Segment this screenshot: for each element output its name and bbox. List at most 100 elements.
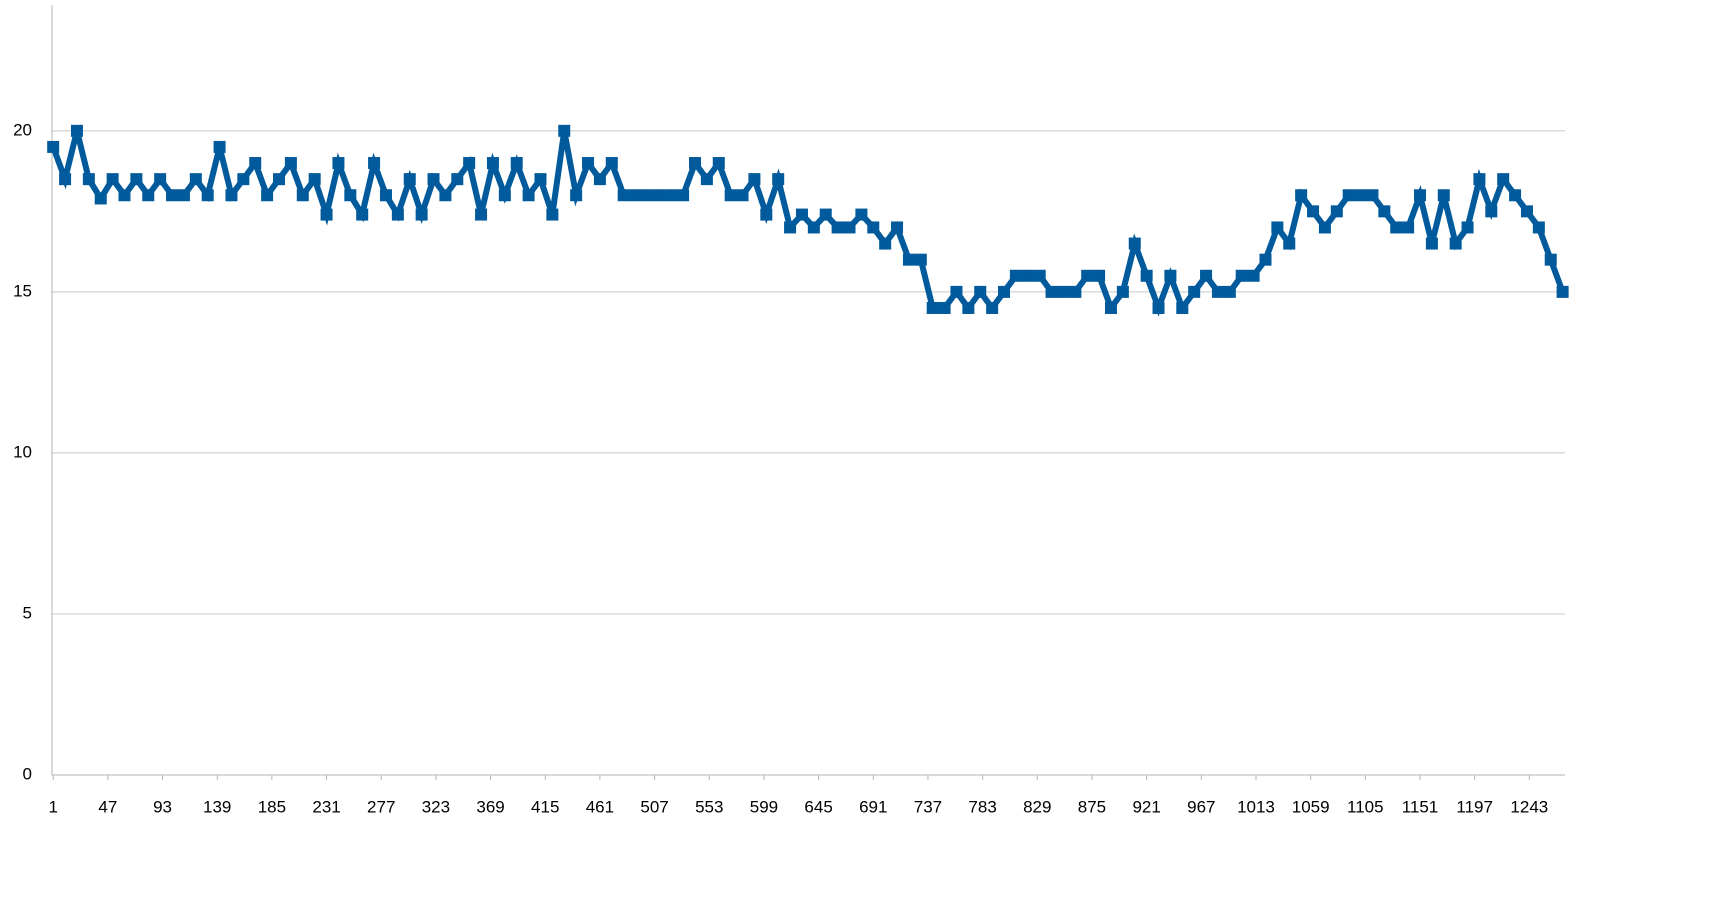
data-point [154, 173, 167, 186]
data-point [1402, 221, 1415, 234]
data-point [677, 189, 690, 202]
x-tick-label: 1013 [1237, 797, 1275, 816]
data-point [1021, 269, 1034, 282]
y-tick-label: 10 [13, 442, 32, 461]
data-point [902, 253, 915, 266]
data-point [1342, 189, 1355, 202]
data-point [855, 208, 868, 221]
data-point [177, 189, 190, 202]
data-point [356, 208, 369, 221]
data-point [593, 173, 606, 186]
x-tick-label: 461 [586, 797, 614, 816]
x-tick-label: 415 [531, 797, 559, 816]
x-tick-label: 645 [804, 797, 832, 816]
data-point [1140, 269, 1153, 282]
data-point [1271, 221, 1284, 234]
data-point [1188, 285, 1201, 298]
data-point [344, 189, 357, 202]
x-tick-label: 1105 [1347, 797, 1384, 816]
data-point [475, 208, 488, 221]
data-point [795, 208, 808, 221]
x-tick-label: 47 [98, 797, 117, 816]
data-point [1211, 285, 1224, 298]
data-point [118, 189, 131, 202]
data-point [558, 124, 571, 137]
data-point [82, 173, 95, 186]
data-point [1093, 269, 1106, 282]
data-point [831, 221, 844, 234]
x-tick-label: 1197 [1456, 797, 1493, 816]
data-point [1437, 189, 1450, 202]
data-point [320, 208, 333, 221]
x-tick-label: 829 [1023, 797, 1051, 816]
data-point [261, 189, 274, 202]
data-point [891, 221, 904, 234]
x-tick-label: 599 [750, 797, 778, 816]
data-point [760, 208, 773, 221]
data-point [391, 208, 404, 221]
data-point [1520, 205, 1533, 218]
data-point [998, 285, 1011, 298]
data-point [1461, 221, 1474, 234]
data-point [938, 301, 951, 314]
data-point [1152, 301, 1165, 314]
data-point [1330, 205, 1343, 218]
data-point [665, 189, 678, 202]
data-point [166, 189, 179, 202]
data-point [605, 157, 618, 170]
data-point [308, 173, 321, 186]
data-point [1390, 221, 1403, 234]
data-point [736, 189, 749, 202]
y-tick-label: 15 [13, 281, 32, 300]
data-point [582, 157, 595, 170]
data-point [106, 173, 119, 186]
data-point [1413, 189, 1426, 202]
data-point [914, 253, 927, 266]
data-point [332, 157, 345, 170]
x-tick-label: 921 [1132, 797, 1160, 816]
y-tick-label: 0 [23, 764, 32, 783]
data-point [1164, 269, 1177, 282]
data-point [1247, 269, 1260, 282]
data-point [1366, 189, 1379, 202]
data-point [1295, 189, 1308, 202]
data-point [1223, 285, 1236, 298]
data-point [962, 301, 975, 314]
y-tick-label: 20 [13, 120, 32, 139]
data-point [47, 140, 60, 153]
data-point [1307, 205, 1320, 218]
data-point [1473, 173, 1486, 186]
data-point [1318, 221, 1331, 234]
y-tick-label: 5 [23, 603, 32, 622]
data-point [1104, 301, 1117, 314]
data-point [700, 173, 713, 186]
x-tick-label: 93 [153, 797, 172, 816]
data-point [1009, 269, 1022, 282]
x-tick-label: 323 [422, 797, 450, 816]
data-point [1176, 301, 1189, 314]
data-point [1081, 269, 1094, 282]
data-point [1200, 269, 1213, 282]
x-tick-label: 875 [1078, 797, 1106, 816]
data-point [724, 189, 737, 202]
data-point [284, 157, 297, 170]
x-tick-label: 691 [859, 797, 887, 816]
data-point [879, 237, 892, 250]
data-point [498, 189, 511, 202]
data-point [867, 221, 880, 234]
data-point [534, 173, 547, 186]
data-point [1485, 205, 1498, 218]
data-point [1378, 205, 1391, 218]
data-point [1235, 269, 1248, 282]
data-point [986, 301, 999, 314]
data-point [427, 173, 440, 186]
data-point [142, 189, 155, 202]
data-point [819, 208, 832, 221]
data-point [237, 173, 250, 186]
data-point [1354, 189, 1367, 202]
data-point [486, 157, 499, 170]
data-point [1425, 237, 1438, 250]
data-point [94, 192, 107, 205]
x-tick-label: 553 [695, 797, 723, 816]
